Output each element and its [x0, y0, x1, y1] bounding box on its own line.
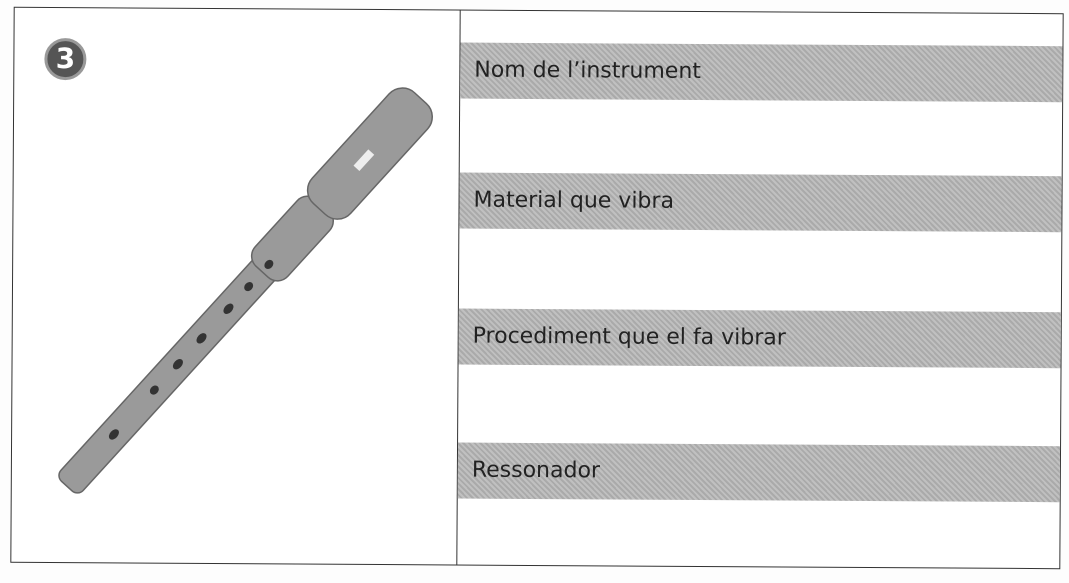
field-label: Ressonador — [457, 442, 1061, 503]
recorder-illustration — [58, 87, 433, 494]
answer-panel: Nom de l’instrument Material que vibra Pro… — [457, 11, 1063, 569]
worksheet: 3 Nom de l’instrument Material que vibra P — [10, 6, 1064, 570]
field-label: Procediment que el fa vibrar — [458, 308, 1061, 369]
field-label: Material que vibra — [459, 172, 1062, 233]
field-label: Nom de l’instrument — [460, 42, 1063, 103]
image-panel: 3 — [11, 7, 461, 565]
